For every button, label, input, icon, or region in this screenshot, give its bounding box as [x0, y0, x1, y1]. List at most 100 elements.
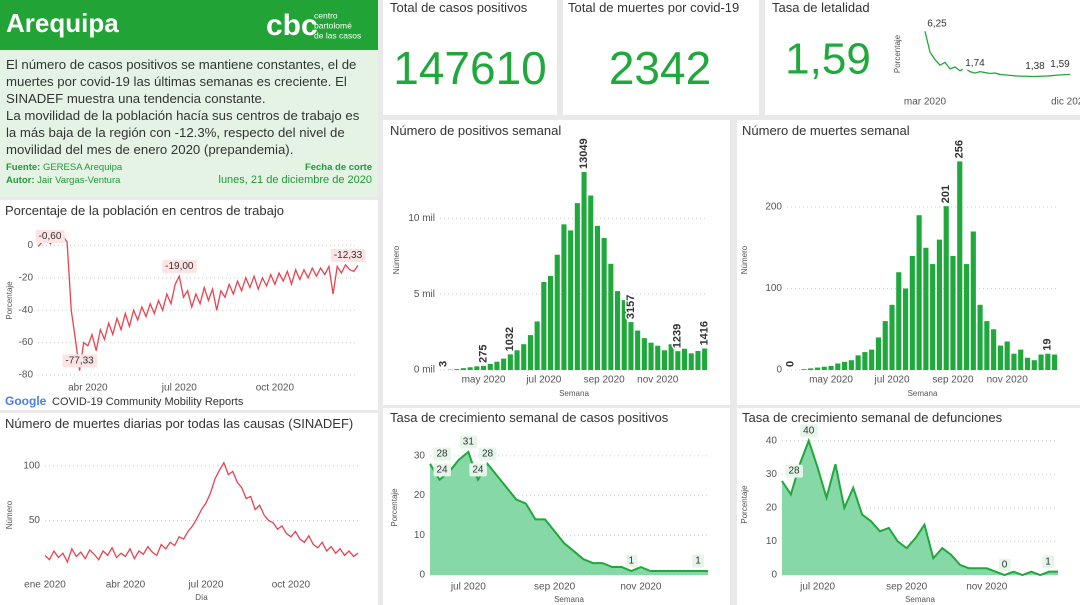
bar	[682, 348, 688, 370]
kpi-value: 2342	[609, 42, 711, 94]
source: Fuente: GERESA Arequipa	[6, 161, 122, 174]
y-tick-label: 10 mil	[408, 213, 435, 224]
bar	[675, 351, 681, 370]
x-tick-label: dic 2020	[1051, 97, 1080, 108]
x-axis-label: Día	[195, 593, 208, 602]
bar	[909, 255, 915, 370]
y-tick-label: 10	[414, 530, 426, 541]
x-tick-label: nov 2020	[620, 582, 662, 593]
x-tick-label: oct 2020	[256, 383, 295, 394]
bar	[963, 264, 970, 370]
data-label: 1239	[672, 324, 684, 348]
bar	[601, 238, 607, 370]
bar	[641, 338, 647, 370]
date: lunes, 21 de diciembre de 2020	[218, 174, 373, 186]
data-label: 24	[436, 464, 448, 475]
logo-text: centro	[314, 10, 338, 20]
line	[44, 461, 359, 564]
x-tick-label: jul 2020	[873, 375, 909, 386]
chart-title: Número de muertes diarias por todas las …	[5, 416, 353, 431]
bar	[534, 321, 540, 370]
y-axis-label: Porcentaje	[893, 34, 902, 73]
chart-title: Total de casos positivos	[390, 0, 528, 15]
x-tick-label: may 2020	[809, 375, 853, 386]
x-tick-label: oct 2020	[272, 580, 311, 591]
bar	[1011, 353, 1017, 370]
bar	[950, 255, 956, 370]
data-label: 28	[482, 448, 494, 459]
bar	[635, 330, 641, 370]
data-label-bg	[35, 230, 65, 244]
bar	[467, 367, 473, 370]
bar	[1018, 349, 1024, 370]
bar	[554, 254, 560, 370]
bar	[474, 366, 480, 370]
data-label: -12,33	[334, 250, 363, 261]
x-tick-label: may 2020	[462, 375, 506, 386]
x-axis-label: Semana	[554, 595, 584, 604]
data-label-bg	[924, 17, 951, 31]
data-label: 201	[940, 185, 952, 203]
bar	[801, 369, 807, 370]
y-tick-label: 0	[419, 570, 425, 581]
bar	[957, 161, 963, 370]
line	[37, 234, 359, 371]
data-label: -19,00	[165, 261, 194, 272]
bar	[588, 195, 594, 370]
data-label: 28	[436, 448, 448, 459]
bar	[695, 351, 701, 370]
y-tick-label: 10	[766, 536, 778, 547]
bar	[655, 345, 661, 370]
data-label: 1032	[504, 327, 516, 351]
x-tick-label: jul 2020	[450, 582, 486, 593]
bar	[828, 365, 834, 370]
data-label-bg	[800, 424, 818, 438]
bar	[514, 350, 520, 370]
y-tick-label: -60	[19, 337, 34, 348]
label: Fuente:	[6, 162, 41, 173]
y-tick-label: -80	[19, 370, 34, 381]
data-label-bg	[469, 463, 487, 477]
data-label: 256	[954, 140, 966, 158]
y-tick-label: -20	[19, 272, 34, 283]
bar	[501, 358, 507, 370]
bar	[991, 329, 997, 370]
data-label-bg	[478, 447, 497, 461]
panel	[383, 0, 557, 115]
x-tick-label: nov 2020	[987, 375, 1029, 386]
chart-title: Tasa de crecimiento semanal de defuncion…	[742, 410, 1003, 425]
x-tick-label: sep 2020	[932, 375, 974, 386]
x-tick-label: jul 2020	[161, 383, 197, 394]
kpi-value: 1,59	[785, 35, 871, 84]
y-axis-label: Número	[5, 500, 14, 529]
data-label: 1	[629, 556, 635, 567]
bar	[869, 349, 875, 370]
bar	[1024, 357, 1031, 370]
bar	[835, 363, 841, 370]
bar	[527, 335, 533, 370]
kpi-value: 147610	[393, 42, 547, 94]
x-tick-label: nov 2020	[966, 582, 1008, 593]
y-tick-label: 50	[29, 515, 41, 526]
bar	[875, 337, 882, 370]
source: COVID-19 Community Mobility Reports	[52, 396, 244, 408]
bar	[984, 321, 990, 370]
data-label: 24	[472, 464, 484, 475]
data-label-bg	[459, 435, 478, 449]
x-axis-label: Semana	[905, 595, 935, 604]
bar	[594, 225, 600, 370]
bar	[1031, 360, 1037, 370]
y-tick-label: 30	[414, 451, 426, 462]
panel	[563, 0, 759, 115]
bar	[481, 365, 487, 370]
paragraph: El número de casos positivos se mantiene…	[6, 57, 357, 106]
bar	[842, 361, 848, 370]
y-tick-label: 0 mil	[414, 365, 435, 376]
data-label: 0	[1002, 560, 1008, 571]
bar	[970, 231, 976, 370]
data-label-bg	[625, 554, 638, 568]
line	[781, 437, 1058, 577]
bar	[568, 230, 574, 370]
data-label: 13049	[578, 138, 590, 169]
